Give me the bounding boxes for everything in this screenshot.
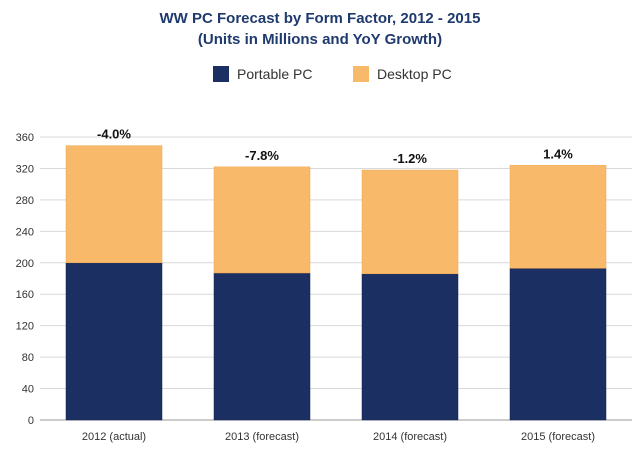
bar-portable bbox=[509, 268, 607, 421]
x-tick-label: 2012 (actual) bbox=[82, 431, 146, 443]
bar-portable bbox=[361, 273, 459, 421]
y-tick-label: 80 bbox=[22, 352, 34, 364]
y-tick-label: 280 bbox=[16, 195, 34, 207]
growth-label: 1.4% bbox=[543, 146, 573, 161]
y-tick-label: 120 bbox=[16, 321, 34, 333]
bar-desktop bbox=[509, 165, 607, 269]
bar-portable bbox=[213, 272, 311, 421]
y-tick-label: 360 bbox=[16, 132, 34, 144]
y-tick-label: 0 bbox=[28, 415, 34, 427]
legend-swatch-desktop bbox=[353, 66, 369, 82]
legend-item-portable: Portable PC bbox=[213, 66, 312, 82]
y-tick-label: 240 bbox=[16, 226, 34, 238]
legend-label-portable: Portable PC bbox=[237, 66, 313, 82]
x-tick-label: 2014 (forecast) bbox=[373, 431, 447, 443]
y-tick-label: 40 bbox=[22, 384, 34, 396]
chart-title: WW PC Forecast by Form Factor, 2012 - 20… bbox=[159, 10, 481, 27]
legend-item-desktop: Desktop PC bbox=[353, 66, 452, 82]
x-tick-label: 2013 (forecast) bbox=[225, 431, 299, 443]
growth-label: -7.8% bbox=[245, 148, 279, 163]
growth-label: -4.0% bbox=[97, 127, 131, 142]
legend-swatch-portable bbox=[213, 66, 229, 82]
bar-portable bbox=[65, 262, 163, 421]
bar-desktop bbox=[65, 145, 163, 264]
y-tick-label: 320 bbox=[16, 163, 34, 175]
bar-desktop bbox=[361, 169, 459, 275]
bar-desktop bbox=[213, 166, 311, 274]
legend-label-desktop: Desktop PC bbox=[377, 66, 452, 82]
chart-subtitle: (Units in Millions and YoY Growth) bbox=[197, 31, 443, 48]
growth-label: -1.2% bbox=[393, 151, 427, 166]
y-tick-label: 160 bbox=[16, 289, 34, 301]
legend: Portable PC Desktop PC bbox=[0, 66, 640, 88]
y-tick-label: 200 bbox=[16, 258, 34, 270]
x-tick-label: 2015 (forecast) bbox=[521, 431, 595, 443]
